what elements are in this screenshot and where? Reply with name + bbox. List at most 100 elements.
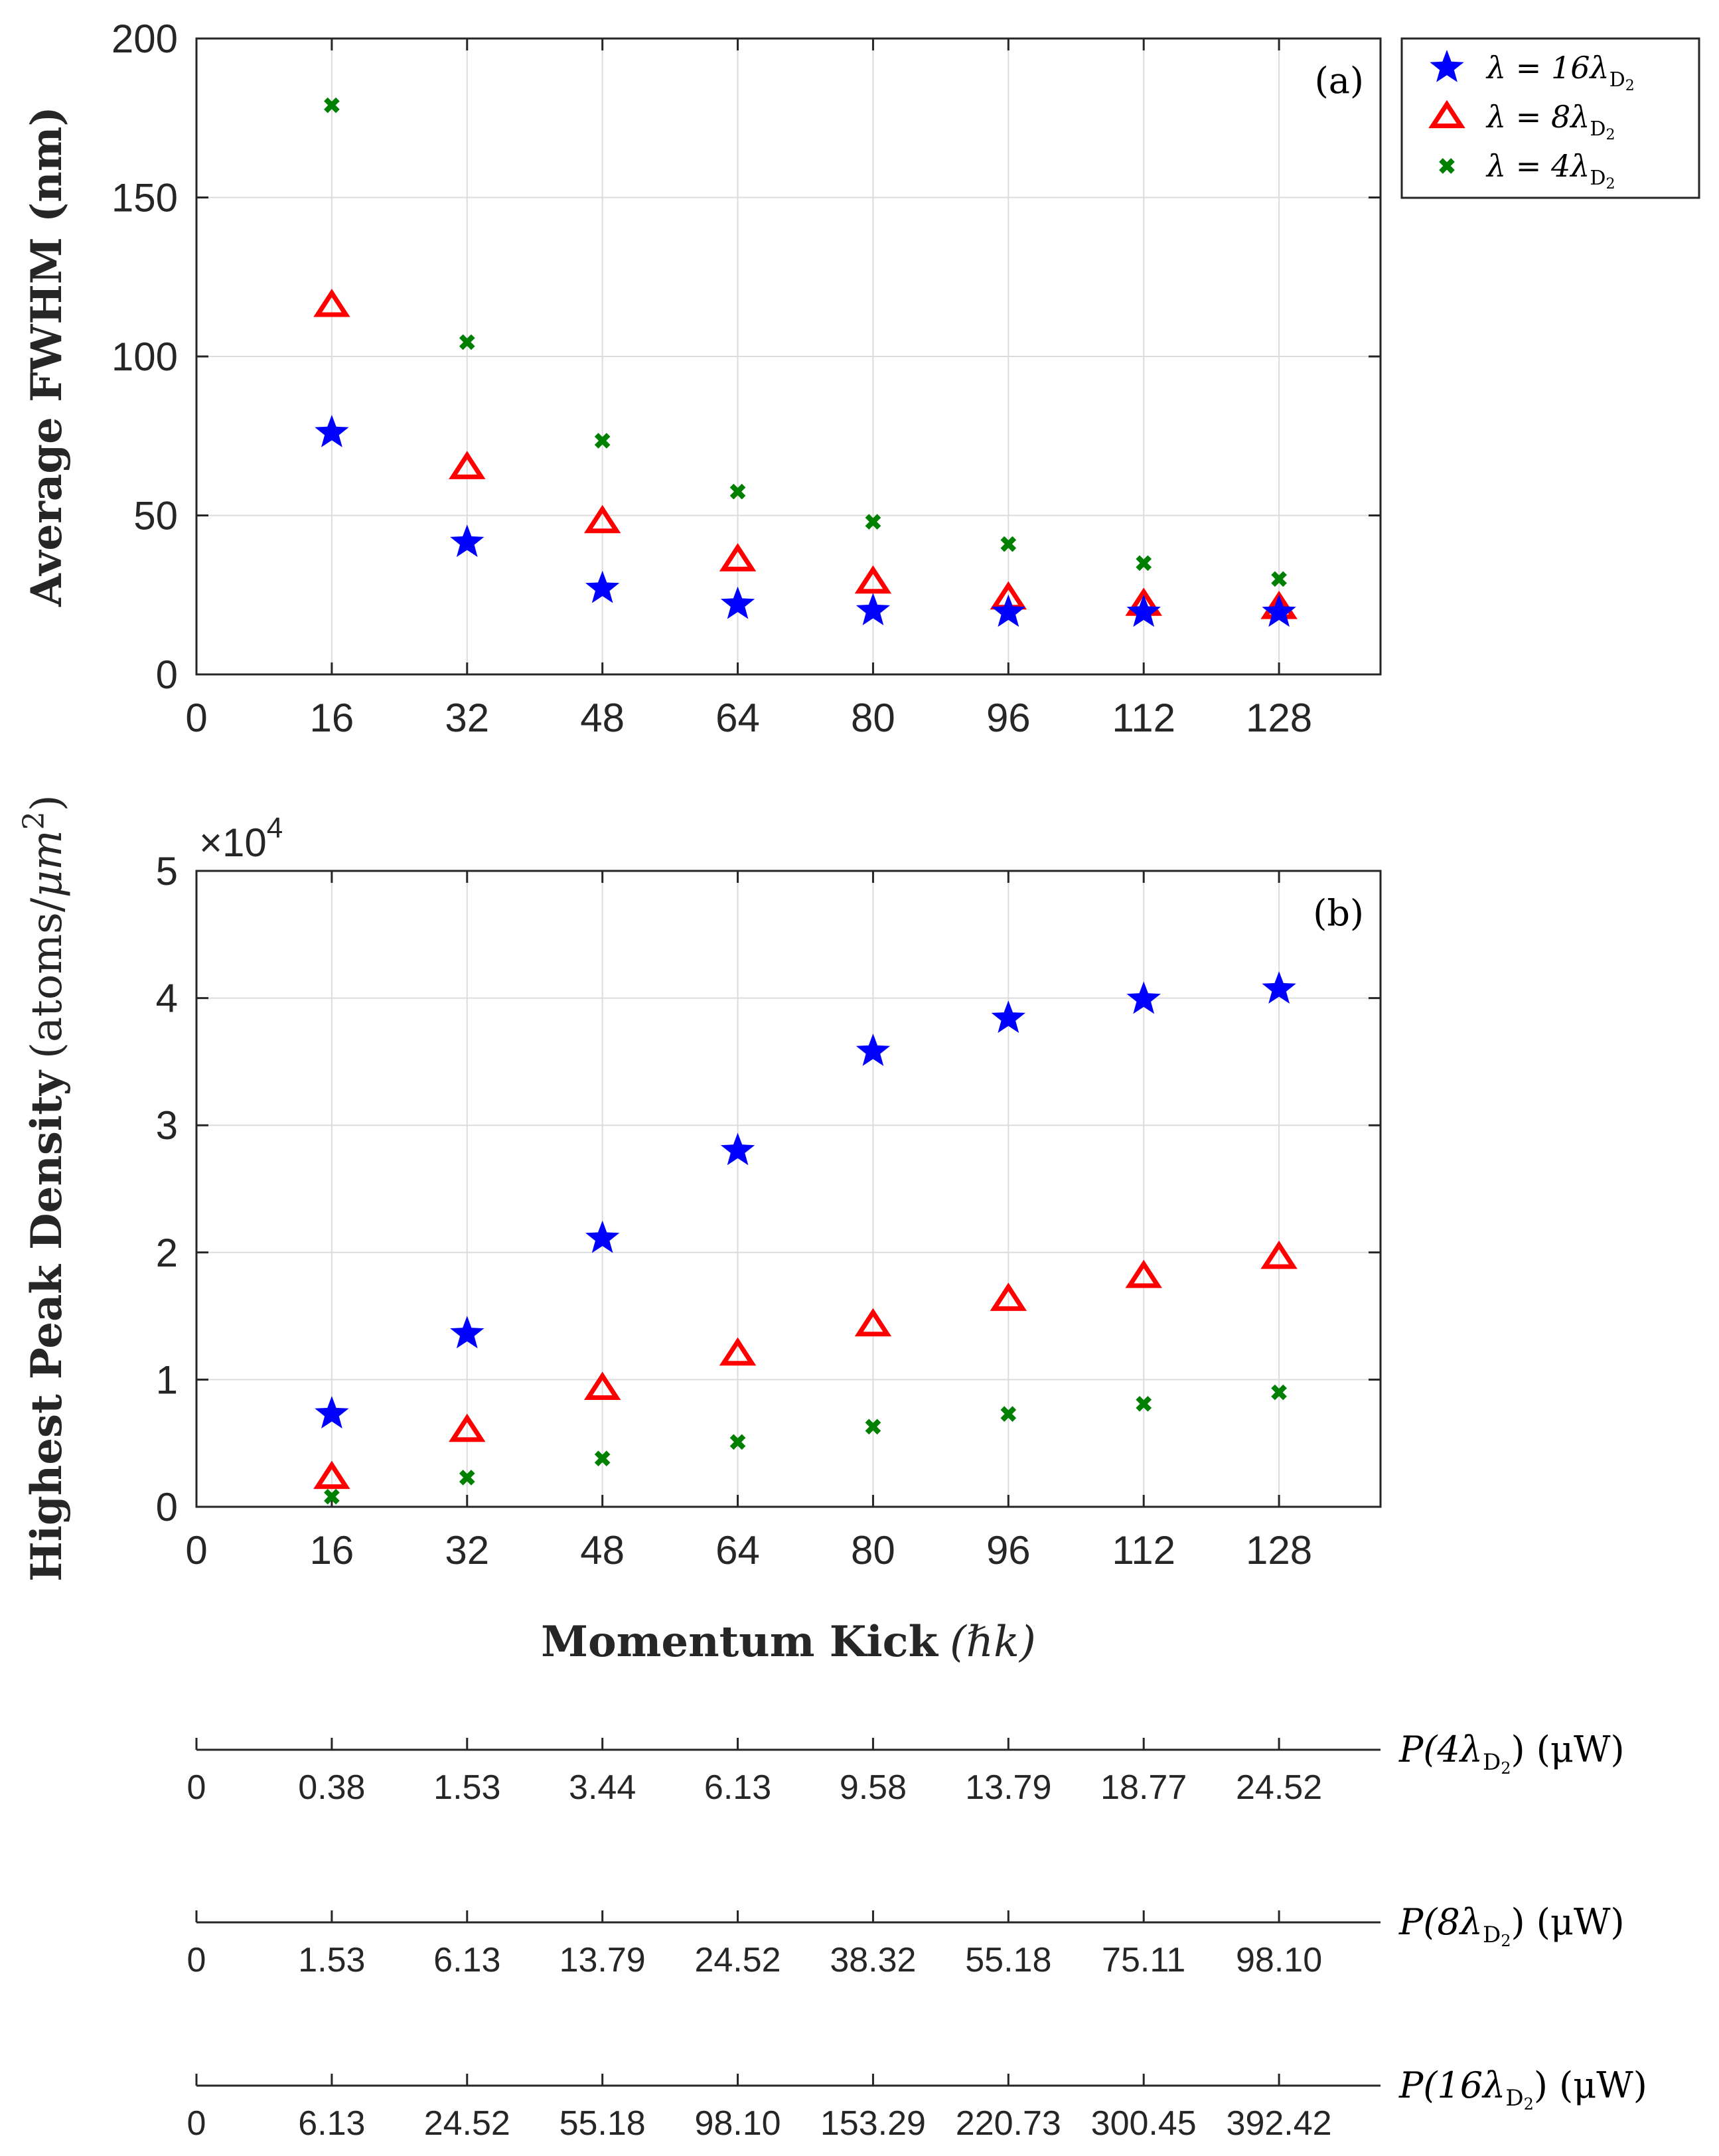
x-tick-label: 0 [185, 1528, 207, 1573]
x-tick-label: 64 [715, 1528, 760, 1573]
power-label-prefix: P(16 [1398, 2064, 1483, 2106]
data-point-x [459, 334, 475, 350]
data-point-star [720, 586, 755, 619]
panel-b-xlabel-units: (ℏk) [950, 1618, 1036, 1667]
data-point-x [324, 97, 340, 114]
x-tick-label: 16 [310, 1528, 354, 1573]
legend-marker-x [1439, 158, 1455, 174]
power-axis-tick-label: 6.13 [298, 2104, 365, 2143]
data-point-star [585, 1220, 620, 1253]
power-axis-label: P(16λD2) (μW) [1398, 2064, 1647, 2114]
data-point-x [865, 1419, 881, 1435]
power-label-prefix: P(4 [1398, 1729, 1460, 1770]
y-tick-label: 50 [133, 494, 178, 538]
power-axis-tick-label: 24.52 [694, 1941, 781, 1979]
multiplier-prefix: ×10 [199, 820, 267, 865]
panel-b-marks [313, 971, 1298, 1505]
power-label-units: ) (μW) [1534, 2064, 1647, 2106]
data-point-x [1000, 536, 1017, 552]
power-axis-tick-label: 75.11 [1102, 1941, 1185, 1979]
panel-a-label: (a) [1315, 60, 1364, 102]
power-axis-tick-label: 0 [187, 1941, 206, 1979]
panel-a-ylabel: Average FWHM (nm) [22, 106, 72, 607]
power-label-sub: D [1505, 2085, 1523, 2112]
data-point-star [315, 415, 349, 447]
panel-b-ylabel-main: Highest Peak Density [22, 1069, 72, 1582]
panel-b-grid [196, 871, 1381, 1507]
power-axis-tick-label: 300.45 [1091, 2104, 1197, 2143]
power-axis-tick-label: 6.13 [704, 1768, 771, 1807]
x-tick-label: 0 [185, 696, 207, 740]
data-point-star [1262, 594, 1296, 627]
data-point-x [459, 1470, 475, 1486]
panel-a-chart: 0 16 32 48 64 80 96 112 128 0 50 100 150 200 (a) Aver… [22, 17, 1382, 740]
data-point-star [720, 1132, 755, 1166]
data-point-x [729, 483, 746, 500]
data-point-triangle [854, 565, 892, 594]
data-point-x [1136, 555, 1152, 572]
panel-b-ylabel-units-prefix: (atoms/ [23, 897, 72, 1059]
x-tick-label: 96 [986, 696, 1031, 740]
data-point-x [729, 1434, 746, 1450]
panel-b-ylabel-units-exp: 2 [17, 811, 51, 830]
legend-sub: D [1590, 167, 1606, 190]
power-axis-tick-label: 1.53 [433, 1768, 500, 1807]
x-tick-label: 112 [1112, 1528, 1175, 1573]
data-point-triangle [1260, 1241, 1298, 1269]
power-axis-tick-label: 24.52 [1236, 1768, 1322, 1807]
x-tick-label: 48 [580, 696, 625, 740]
panel-b-axes-box [195, 870, 1382, 1508]
y-tick-label: 0 [156, 1485, 178, 1529]
data-point-x [1271, 571, 1287, 587]
legend-marker-star [1430, 50, 1464, 82]
data-point-star [856, 593, 891, 625]
data-point-triangle [583, 504, 621, 534]
legend-marker-triangle [1428, 100, 1465, 129]
power-axis-tick-label: 55.18 [965, 1941, 1051, 1979]
panel-b-ticks: 0 16 32 48 64 80 96 112 128 0 1 2 3 4 5 [156, 849, 1381, 1573]
x-tick-label: 64 [715, 696, 760, 740]
power-axis-tick-label: 18.77 [1100, 1768, 1187, 1807]
data-point-star [450, 524, 485, 558]
power-label-subsub: 2 [1501, 1932, 1511, 1950]
data-point-star [450, 1316, 485, 1349]
y-tick-label: 2 [156, 1231, 178, 1275]
power-axis-tick-label: 153.29 [820, 2104, 926, 2143]
power-axis-tick-label: 3.44 [569, 1768, 636, 1807]
legend-label: λ = 16λD2 [1485, 50, 1635, 94]
panel-b-multiplier: ×104 [199, 812, 283, 865]
legend-lhs: λ = 8 [1485, 99, 1570, 135]
data-point-triangle [583, 1371, 621, 1400]
power-label-sub: D [1483, 1749, 1501, 1776]
legend-sub: D [1590, 117, 1606, 141]
panel-b-label: (b) [1313, 892, 1364, 934]
power-axis-tick-label: 98.10 [694, 2104, 781, 2143]
panel-a-marks [313, 97, 1298, 627]
data-point-triangle [1125, 1259, 1162, 1288]
x-tick-label: 80 [851, 696, 895, 740]
data-point-x [1271, 1384, 1287, 1401]
power-label-sym: λ [1481, 2064, 1505, 2106]
x-tick-label: 80 [851, 1528, 895, 1573]
y-tick-label: 4 [156, 976, 178, 1021]
panel-b-ylabel-units-mu: μm [23, 830, 72, 897]
y-tick-label: 1 [156, 1357, 178, 1402]
x-tick-label: 32 [445, 696, 489, 740]
data-point-star [1126, 594, 1161, 627]
power-axis-tick-label: 1.53 [298, 1941, 365, 1979]
power-axis-tick-label: 13.79 [965, 1768, 1051, 1807]
panel-b-ylabel-units-suffix: ) [23, 795, 72, 811]
x-tick-label: 128 [1246, 1528, 1312, 1573]
data-point-star [1262, 971, 1296, 1004]
data-point-x [594, 433, 611, 449]
legend-subsub: 2 [1606, 176, 1615, 193]
power-axis-tick-label: 392.42 [1227, 2104, 1332, 2143]
x-tick-label: 112 [1112, 696, 1175, 740]
legend-subsub: 2 [1625, 78, 1635, 94]
power-axis-tick-label: 55.18 [560, 2104, 646, 2143]
power-axis-tick-label: 24.52 [424, 2104, 510, 2143]
power-label-units: ) (μW) [1511, 1729, 1625, 1770]
power-label-sym: λ [1459, 1729, 1483, 1770]
data-point-star [315, 1396, 349, 1428]
